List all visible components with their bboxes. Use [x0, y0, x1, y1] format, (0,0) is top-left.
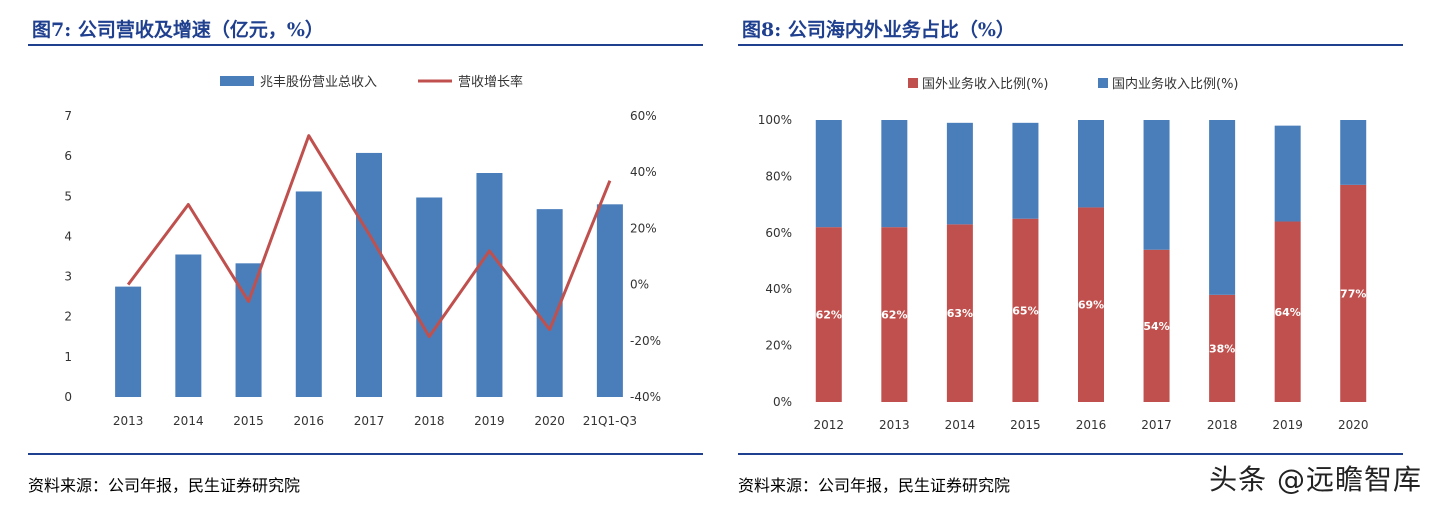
y2-tick-label: 60%	[630, 109, 657, 123]
revenue-bar	[295, 191, 322, 397]
revenue-bar	[416, 197, 443, 397]
domestic-share-bar	[1209, 120, 1236, 295]
foreign-share-bar	[1209, 294, 1236, 402]
foreign-share-bar	[881, 227, 908, 402]
y-tick-label: 0	[64, 390, 72, 404]
foreign-share-label: 54%	[1143, 320, 1169, 333]
foreign-share-bar	[1274, 221, 1301, 402]
revenue-bar	[235, 263, 262, 397]
domestic-share-bar	[1078, 120, 1104, 208]
legend-domestic-label: 国内业务收入比例(%)	[1112, 76, 1239, 92]
x-tick-label: 2017	[354, 414, 385, 428]
y2-tick-label: 40%	[630, 165, 657, 179]
domestic-share-bar	[815, 120, 842, 228]
legend-bar-label: 兆丰股份营业总收入	[260, 75, 377, 90]
domestic-share-bar	[1340, 120, 1367, 185]
legend-bar-swatch	[220, 76, 254, 86]
legend-foreign-label: 国外业务收入比例(%)	[922, 76, 1049, 92]
left-source-note: 资料来源：公司年报，民生证券研究院	[28, 476, 301, 495]
x-tick-label: 2013	[113, 414, 144, 428]
x-tick-label: 2019	[474, 414, 505, 428]
domestic-share-bar	[1012, 122, 1039, 219]
foreign-share-bar	[946, 224, 973, 402]
x-tick-label: 2014	[945, 418, 976, 432]
revenue-bar	[536, 209, 563, 397]
x-tick-label: 2013	[879, 418, 910, 432]
foreign-share-label: 77%	[1340, 287, 1366, 300]
left-chart-title: 图7: 公司营收及增速（亿元，%）	[32, 19, 324, 41]
domestic-share-bar	[881, 120, 908, 228]
y-tick-label: 6	[64, 149, 72, 163]
x-tick-label: 2016	[1076, 418, 1107, 432]
legend-foreign-swatch	[908, 78, 918, 88]
revenue-bar	[596, 204, 623, 397]
right-source-note: 资料来源：公司年报，民生证券研究院	[738, 476, 1011, 495]
revenue-bar	[175, 254, 202, 397]
x-tick-label: 2012	[814, 418, 845, 432]
x-tick-label: 2015	[233, 414, 264, 428]
foreign-share-bar	[1078, 207, 1104, 402]
x-tick-label: 2015	[1010, 418, 1041, 432]
y-tick-label: 7	[64, 109, 72, 123]
revenue-bar	[476, 173, 503, 397]
growth-rate-line	[126, 134, 612, 339]
y2-tick-label: 0%	[630, 278, 649, 292]
y2-tick-label: -20%	[630, 334, 661, 348]
watermark: 头条 @远瞻智库	[1209, 463, 1422, 496]
x-tick-label: 2018	[414, 414, 445, 428]
left-title-rule	[28, 44, 703, 46]
x-tick-label: 2020	[534, 414, 565, 428]
foreign-share-label: 65%	[1012, 304, 1038, 317]
foreign-share-bar	[1340, 184, 1367, 402]
foreign-share-bar	[1012, 218, 1039, 402]
foreign-share-label: 62%	[816, 309, 842, 322]
foreign-share-label: 69%	[1078, 299, 1104, 312]
foreign-share-label: 62%	[881, 309, 907, 322]
y2-tick-label: -40%	[630, 390, 661, 404]
x-tick-label: 2020	[1338, 418, 1369, 432]
x-tick-label: 2017	[1141, 418, 1172, 432]
y-tick-label: 2	[64, 310, 72, 324]
y-tick-label: 1	[64, 350, 72, 364]
foreign-share-bar	[1143, 249, 1170, 402]
y-tick-label: 100%	[758, 113, 792, 127]
domestic-share-bar	[1274, 125, 1301, 222]
domestic-share-bar	[946, 122, 973, 225]
foreign-share-bar	[815, 227, 842, 402]
left-chart-panel: 图7: 公司营收及增速（亿元，%） 兆丰股份营业总收入 营收增长率 0 1 2 3 4 5 6 7…	[28, 0, 703, 514]
right-title-rule	[738, 44, 1403, 46]
y-tick-label: 80%	[765, 169, 792, 183]
left-bottom-rule	[28, 453, 703, 455]
y-tick-label: 40%	[765, 282, 792, 296]
x-tick-label: 2016	[294, 414, 325, 428]
y2-tick-label: 20%	[630, 221, 657, 235]
right-bottom-rule	[738, 453, 1403, 455]
legend-line-label: 营收增长率	[458, 74, 523, 90]
x-tick-label: 21Q1-Q3	[583, 414, 637, 428]
x-tick-label: 2014	[173, 414, 204, 428]
legend-domestic-swatch	[1098, 78, 1108, 88]
y-tick-label: 4	[64, 229, 72, 243]
revenue-bar	[115, 286, 142, 397]
foreign-share-label: 64%	[1274, 306, 1300, 319]
x-tick-label: 2018	[1207, 418, 1238, 432]
foreign-share-label: 63%	[947, 307, 973, 320]
foreign-share-label: 38%	[1209, 342, 1235, 355]
y-tick-label: 3	[64, 270, 72, 284]
revenue-growth-chart: 兆丰股份营业总收入 营收增长率 0 1 2 3 4 5 6 7 -40% -20% 0% 20% 40% 60…	[64, 74, 661, 428]
y-tick-label: 60%	[765, 226, 792, 240]
y-tick-label: 5	[64, 189, 72, 203]
y-tick-label: 20%	[765, 339, 792, 353]
x-tick-label: 2019	[1272, 418, 1303, 432]
revenue-bar	[356, 152, 382, 397]
domestic-share-bar	[1143, 120, 1170, 250]
right-chart-panel: 图8: 公司海内外业务占比（%） 国外业务收入比例(%) 国内业务收入比例(%) 0…	[738, 0, 1403, 514]
business-share-chart: 国外业务收入比例(%) 国内业务收入比例(%) 0% 20% 40% 60% 80% 100%…	[758, 76, 1369, 432]
right-chart-title: 图8: 公司海内外业务占比（%）	[742, 19, 1015, 41]
y-tick-label: 0%	[773, 395, 792, 409]
